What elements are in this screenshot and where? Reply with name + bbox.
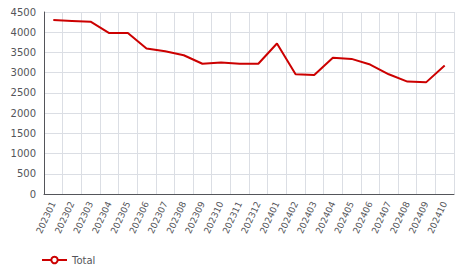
svg-text:1000: 1000 [11,148,36,159]
svg-text:2000: 2000 [11,108,36,119]
svg-text:202401: 202401 [257,199,282,236]
svg-text:4500: 4500 [11,7,36,18]
svg-text:2500: 2500 [11,87,36,98]
svg-text:202301: 202301 [34,199,58,236]
svg-text:3500: 3500 [11,47,36,58]
svg-text:Total: Total [71,255,95,266]
svg-text:202310: 202310 [202,199,226,236]
svg-text:202410: 202410 [426,200,450,236]
svg-text:500: 500 [17,168,36,179]
svg-text:202402: 202402 [276,199,301,236]
svg-text:202409: 202409 [407,199,431,236]
svg-text:202403: 202403 [295,199,319,236]
svg-text:202406: 202406 [351,199,375,236]
svg-text:0: 0 [30,189,36,200]
svg-text:202303: 202303 [71,199,96,236]
svg-text:202408: 202408 [388,199,412,236]
svg-text:202311: 202311 [220,199,245,236]
svg-text:3000: 3000 [11,67,36,78]
svg-text:202305: 202305 [108,199,133,236]
svg-text:4000: 4000 [11,27,36,38]
svg-text:202404: 202404 [313,199,338,236]
svg-text:1500: 1500 [11,128,36,139]
svg-text:202306: 202306 [127,199,151,236]
svg-text:202405: 202405 [332,199,356,236]
svg-text:202312: 202312 [239,199,263,236]
svg-text:202407: 202407 [369,199,394,236]
svg-text:202304: 202304 [90,199,114,236]
svg-text:202307: 202307 [146,199,170,236]
svg-text:202302: 202302 [52,199,77,236]
svg-text:202309: 202309 [183,199,207,236]
svg-text:202308: 202308 [164,199,189,236]
